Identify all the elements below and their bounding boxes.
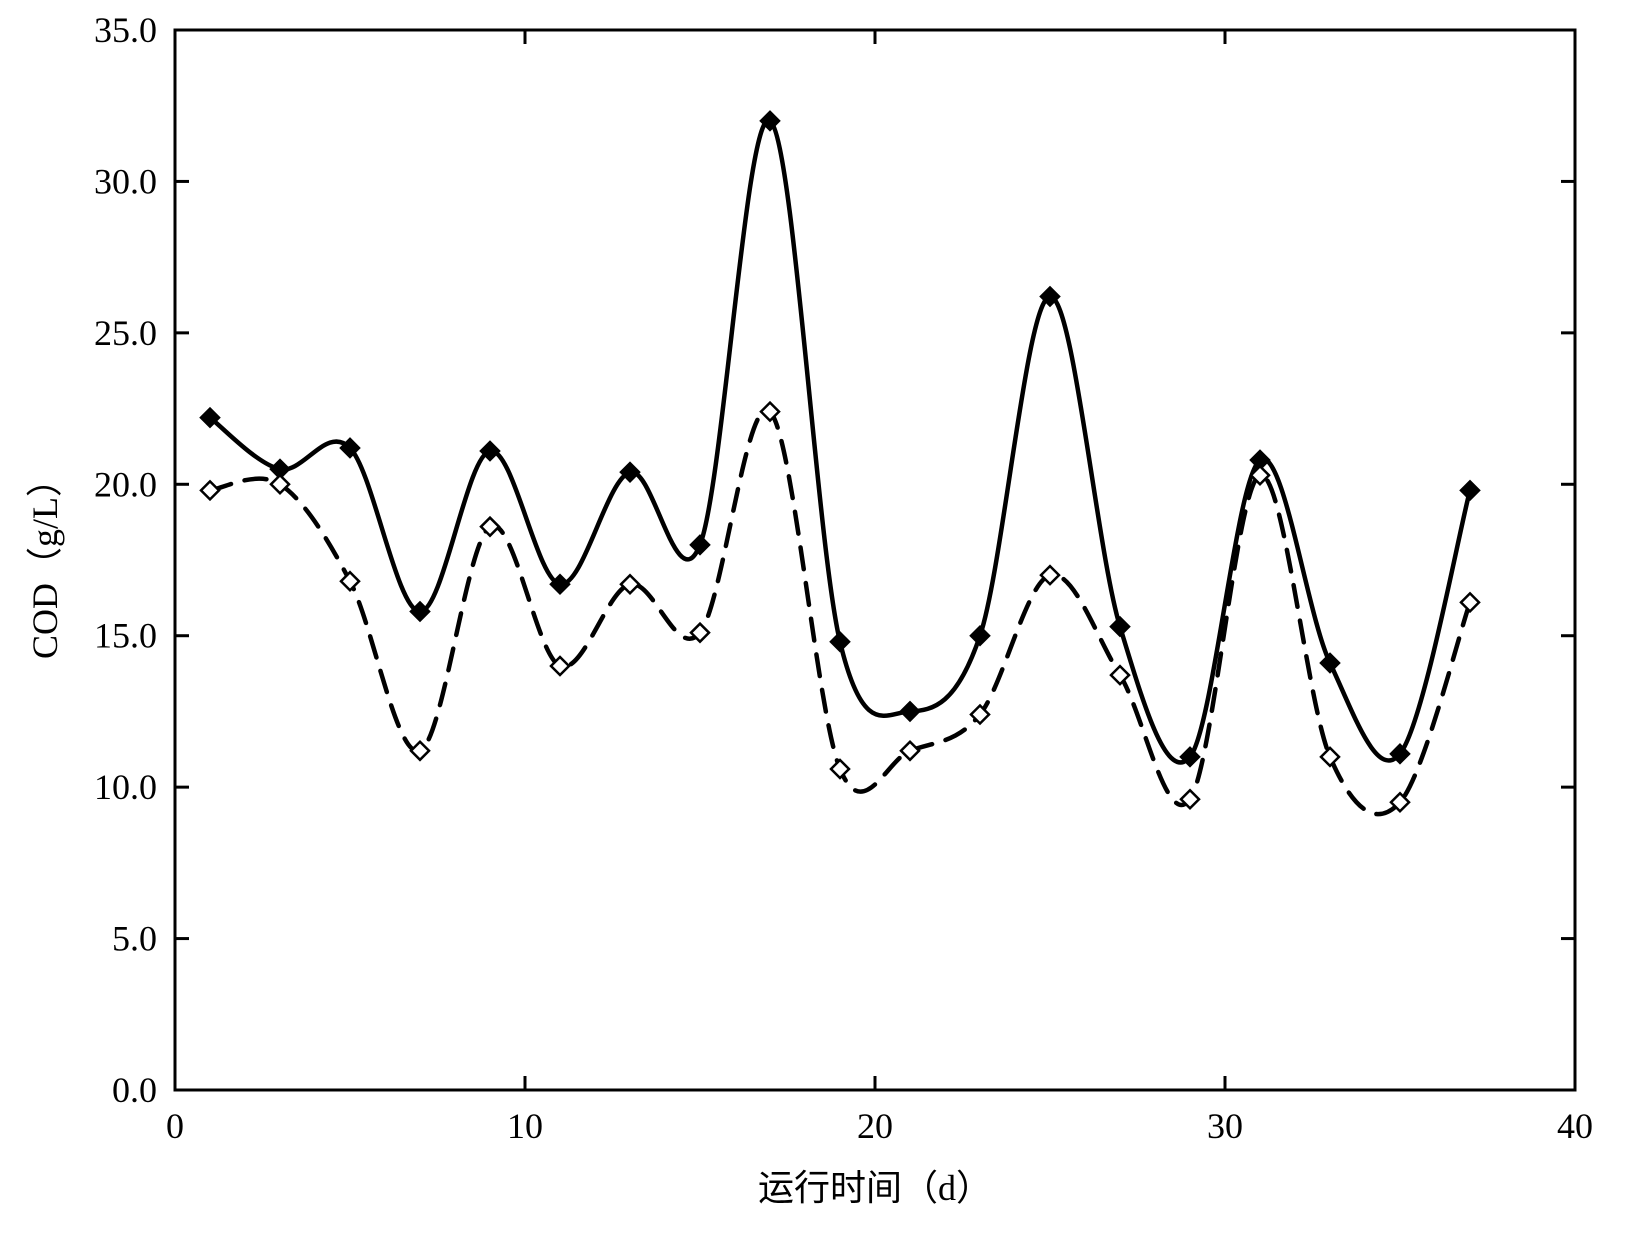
x-tick-label: 20 [857,1106,893,1146]
y-tick-label: 10.0 [94,767,157,807]
series-solid-marker [1321,654,1339,672]
y-tick-label: 20.0 [94,464,157,504]
series-dashed-marker [621,575,639,593]
y-tick-label: 25.0 [94,313,157,353]
y-tick-label: 15.0 [94,616,157,656]
y-tick-label: 35.0 [94,10,157,50]
chart-container: 0 10 20 30 40 0.0 5.0 10.0 15.0 20.0 25.0 30.0 35.0 运… [0,0,1648,1245]
series-dashed-marker [901,742,919,760]
cod-line-chart: 0 10 20 30 40 0.0 5.0 10.0 15.0 20.0 25.0 30.0 35.0 运… [0,0,1648,1245]
y-tick-label: 5.0 [112,919,157,959]
y-tick-label: 30.0 [94,161,157,201]
series-dashed-marker [201,481,219,499]
series-solid-marker [1461,481,1479,499]
series-solid-marker [971,627,989,645]
series-dashed-line [210,410,1470,814]
x-tick-label: 0 [166,1106,184,1146]
series-dashed-marker [831,760,849,778]
y-tick-label: 0.0 [112,1070,157,1110]
x-tick-label: 40 [1557,1106,1593,1146]
series-dashed-marker [1461,593,1479,611]
y-axis-label: COD（g/L） [25,461,65,659]
series-dashed-marker [1111,666,1129,684]
series-dashed-marker [481,518,499,536]
series-dashed-marker [411,742,429,760]
series-solid-marker [691,536,709,554]
series-solid-marker [1111,618,1129,636]
series-dashed-marker [341,572,359,590]
series-solid-marker [901,702,919,720]
x-axis-label: 运行时间（d） [758,1168,992,1208]
series-dashed-marker [1321,748,1339,766]
series-solid-line [210,120,1470,762]
x-tick-label: 30 [1207,1106,1243,1146]
x-tick-label: 10 [507,1106,543,1146]
series-solid-marker [831,633,849,651]
